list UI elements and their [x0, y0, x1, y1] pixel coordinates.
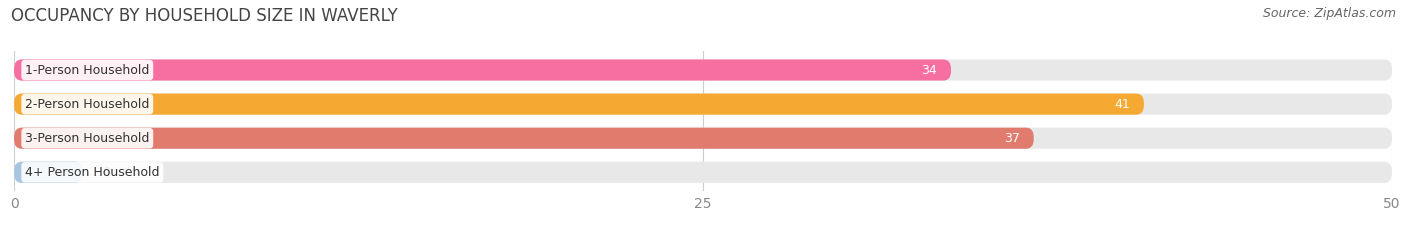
Text: 3-Person Household: 3-Person Household: [25, 132, 149, 145]
Text: 4+ Person Household: 4+ Person Household: [25, 166, 160, 179]
Text: 0: 0: [103, 166, 110, 179]
FancyBboxPatch shape: [14, 93, 1144, 115]
FancyBboxPatch shape: [14, 162, 1392, 183]
FancyBboxPatch shape: [14, 162, 83, 183]
Text: Source: ZipAtlas.com: Source: ZipAtlas.com: [1263, 7, 1396, 20]
Text: 34: 34: [921, 64, 938, 76]
FancyBboxPatch shape: [14, 59, 1392, 81]
Text: 1-Person Household: 1-Person Household: [25, 64, 149, 76]
FancyBboxPatch shape: [14, 59, 950, 81]
Text: OCCUPANCY BY HOUSEHOLD SIZE IN WAVERLY: OCCUPANCY BY HOUSEHOLD SIZE IN WAVERLY: [11, 7, 398, 25]
FancyBboxPatch shape: [14, 93, 1392, 115]
Text: 2-Person Household: 2-Person Household: [25, 98, 149, 111]
FancyBboxPatch shape: [14, 128, 1033, 149]
FancyBboxPatch shape: [14, 128, 1392, 149]
Text: 37: 37: [1004, 132, 1019, 145]
Text: 41: 41: [1115, 98, 1130, 111]
